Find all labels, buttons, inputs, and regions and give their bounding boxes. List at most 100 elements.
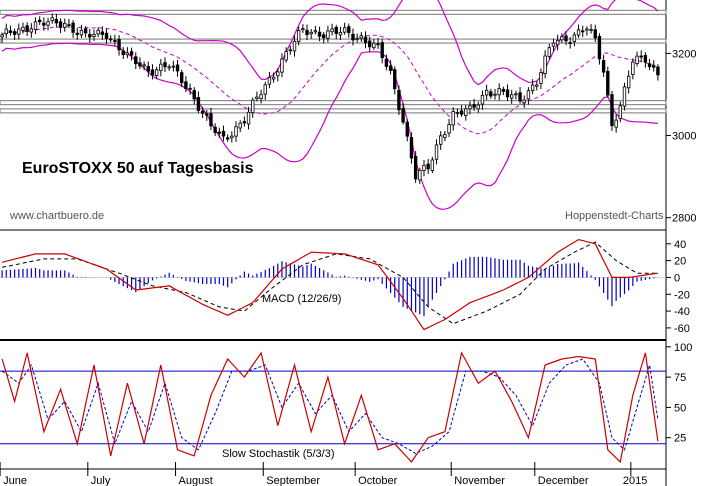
candle-body <box>138 62 142 67</box>
stochastic-d-line <box>1 358 659 455</box>
candle-body <box>305 29 309 35</box>
candle-body <box>480 94 485 105</box>
price-panel: 2800 3000 3200 <box>0 0 696 225</box>
resistance-line <box>0 9 667 15</box>
candle-body <box>572 34 577 42</box>
candle-body <box>29 28 34 33</box>
price-tick-label: 2800 <box>672 213 696 225</box>
candle-body <box>263 84 267 95</box>
candle-body <box>384 58 389 67</box>
macd-title: MACD (12/26/9) <box>262 293 341 305</box>
candle-body <box>92 34 96 37</box>
candle-body <box>418 169 422 181</box>
candle-body <box>200 110 205 114</box>
candle-body <box>459 110 464 115</box>
candle-body <box>472 104 476 108</box>
candle-body <box>489 91 493 97</box>
candle-body <box>409 136 414 159</box>
candle-body <box>184 81 188 89</box>
candle-body <box>21 26 25 31</box>
candle-body <box>242 121 247 124</box>
candle-body <box>643 55 648 63</box>
candle-body <box>330 28 334 33</box>
candle-body <box>426 163 430 170</box>
candle-body <box>284 51 288 61</box>
candle-body <box>25 25 29 32</box>
candle-body <box>58 21 63 28</box>
candle-body <box>175 64 180 72</box>
candle-body <box>455 112 460 114</box>
candle-body <box>271 76 276 80</box>
candle-body <box>526 90 531 100</box>
candle-body <box>63 22 67 28</box>
candle-body <box>501 88 506 92</box>
candle-body <box>401 108 405 123</box>
source-left-label: www.chartbuero.de <box>9 210 104 222</box>
stochastic-k-line <box>1 351 659 464</box>
candle-body <box>225 137 230 140</box>
candle-body <box>238 122 242 129</box>
candle-body <box>522 99 526 104</box>
candle-body <box>539 72 543 84</box>
candle-body <box>313 30 318 33</box>
candle-body <box>334 27 338 34</box>
candle-body <box>647 63 652 68</box>
candle-body <box>652 65 656 68</box>
candle-body <box>301 28 305 31</box>
candle-body <box>326 30 330 39</box>
candle-body <box>167 66 171 69</box>
candle-body <box>267 77 272 85</box>
candle-body <box>125 52 130 56</box>
candle-body <box>338 31 343 36</box>
candle-body <box>359 35 364 39</box>
month-label: October <box>358 475 397 486</box>
candle-body <box>33 21 38 30</box>
month-label: December <box>538 475 589 486</box>
candle-body <box>42 22 46 26</box>
candle-body <box>246 111 251 125</box>
candle-body <box>230 135 234 139</box>
candle-body <box>213 126 217 133</box>
candle-body <box>12 31 17 35</box>
candle-body <box>288 49 293 52</box>
candle-body <box>347 26 351 34</box>
price-chart-title: EuroSTOXX 50 auf Tagesbasis <box>22 160 254 177</box>
candle-body <box>180 72 184 84</box>
candle-body <box>351 33 355 41</box>
month-label: 2015 <box>623 475 647 486</box>
candle-body <box>0 34 4 38</box>
candle-body <box>363 36 368 44</box>
candle-body <box>134 56 138 65</box>
chart-frame <box>0 0 667 486</box>
candle-body <box>610 94 614 127</box>
month-label: November <box>454 475 505 486</box>
candle-body <box>276 71 280 77</box>
moving-average-line <box>1 26 659 135</box>
candle-body <box>171 65 176 68</box>
candle-body <box>317 31 322 37</box>
candle-body <box>585 28 589 31</box>
macd-tick-label: 20 <box>674 256 686 268</box>
candle-body <box>50 17 54 22</box>
candle-body <box>71 22 75 33</box>
resistance-line <box>0 38 667 44</box>
candle-body <box>606 70 610 96</box>
candle-body <box>88 34 92 38</box>
candle-body <box>159 63 163 72</box>
macd-signal-line <box>2 241 658 325</box>
month-label: September <box>266 475 320 486</box>
upper-bollinger-band <box>1 0 659 86</box>
candle-body <box>259 94 263 100</box>
candle-body <box>397 89 401 111</box>
candle-body <box>589 29 593 31</box>
resistance-line <box>0 108 667 114</box>
candle-body <box>543 55 547 74</box>
stochastic-title: Slow Stochastik (5/3/3) <box>222 448 335 460</box>
month-label: August <box>179 475 213 486</box>
macd-tick-label: 0 <box>674 272 680 284</box>
candle-body <box>510 94 514 99</box>
candle-body <box>163 62 167 68</box>
candle-body <box>497 88 501 96</box>
